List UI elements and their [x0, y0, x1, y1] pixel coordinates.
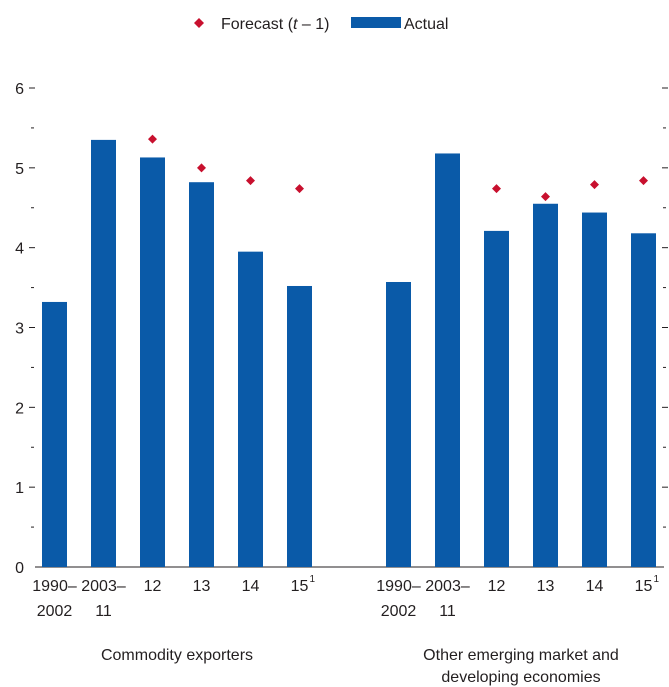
x-tick-label: 12 — [144, 578, 162, 595]
x-tick-label: 15 — [635, 578, 653, 595]
bar-actual — [435, 153, 460, 568]
forecast-marker — [492, 184, 501, 194]
x-tick-label: 14 — [242, 578, 260, 595]
forecast-marker — [197, 163, 206, 173]
y-tick-label: 5 — [15, 161, 24, 178]
x-tick-footnote: 1 — [310, 574, 316, 585]
x-tick-label: 13 — [537, 578, 555, 595]
bar-actual — [582, 212, 607, 568]
y-tick-label: 0 — [15, 560, 24, 577]
forecast-marker — [541, 192, 550, 202]
bar-actual — [140, 157, 165, 567]
legend-actual-label: Actual — [404, 16, 448, 33]
forecast-marker — [590, 180, 599, 190]
x-tick-label: 1990– — [376, 578, 421, 595]
x-tick-label: 2002 — [37, 603, 73, 620]
group-label: developing economies — [441, 669, 600, 686]
y-tick-label: 1 — [15, 480, 24, 497]
legend-forecast-label: Forecast (t – 1) — [221, 16, 329, 33]
x-tick-label: 2003– — [425, 578, 470, 595]
x-tick-label: 2002 — [381, 603, 417, 620]
chart-axes: 0 1 2 3 4 5 6 — [15, 81, 668, 577]
y-tick-label: 2 — [15, 400, 24, 417]
forecast-marker — [246, 176, 255, 186]
y-tick-label: 4 — [15, 241, 24, 258]
bar-actual — [386, 281, 411, 567]
legend-actual-swatch — [351, 17, 401, 28]
x-tick-label: 12 — [488, 578, 506, 595]
forecast-marker — [639, 176, 648, 186]
bar-actual — [91, 139, 116, 567]
chart-forecast-markers — [148, 134, 648, 202]
bar-actual — [189, 182, 214, 567]
bar-actual — [533, 203, 558, 567]
x-tick-footnote: 1 — [654, 574, 660, 585]
forecast-marker — [295, 184, 304, 194]
x-tick-label: 11 — [95, 603, 112, 620]
bar-actual — [238, 251, 263, 568]
bar-actual — [287, 285, 312, 567]
bar-actual — [484, 230, 509, 567]
forecast-marker — [148, 134, 157, 144]
x-tick-label: 15 — [291, 578, 309, 595]
x-tick-label: 11 — [439, 603, 456, 620]
chart-legend: Forecast (t – 1) Actual — [194, 16, 448, 33]
x-tick-label: 1990– — [32, 578, 77, 595]
x-tick-label: 13 — [193, 578, 211, 595]
y-tick-label: 3 — [15, 321, 24, 338]
group-label: Commodity exporters — [101, 647, 253, 664]
bar-actual — [631, 233, 656, 567]
chart-bars — [42, 139, 656, 568]
legend-forecast-marker — [194, 18, 204, 28]
y-tick-label: 6 — [15, 81, 24, 98]
x-tick-label: 14 — [586, 578, 604, 595]
group-label: Other emerging market and — [423, 647, 619, 664]
x-tick-label: 2003– — [81, 578, 126, 595]
bar-actual — [42, 301, 67, 567]
